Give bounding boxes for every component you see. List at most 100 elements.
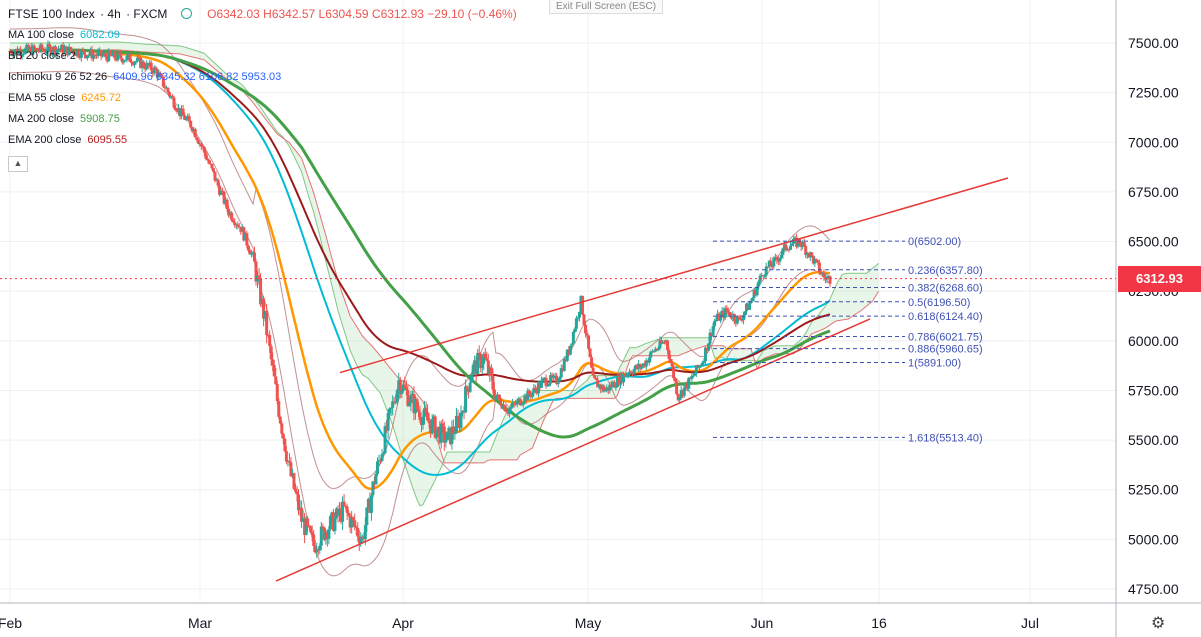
candle-body [565,349,569,361]
candle-body [338,508,342,516]
candle-body [413,399,417,414]
candle-body [585,333,589,336]
candle-body [236,224,240,227]
candle-body [101,55,105,57]
candle-body [394,401,398,403]
legend-indicator-row[interactable]: EMA 55 close 6245.72 [8,88,519,109]
candle-body [535,389,539,394]
candle-body [248,250,252,255]
candle-body [708,332,712,344]
candle-body [811,255,815,264]
candle-body [769,260,773,266]
candle-body [489,367,493,376]
legend-indicator-row[interactable]: MA 100 close 6082.09 [8,25,519,46]
candle-body [681,390,685,396]
candle-body [342,501,346,506]
candle-body [14,48,18,52]
candle-body [546,385,550,387]
candle-body [467,389,471,392]
candle-body [227,208,231,216]
candle-body [129,61,133,64]
candle-body [555,375,559,384]
candle-body [407,403,411,406]
candle-body [19,49,23,56]
candle-body [641,363,645,367]
exit-fullscreen-hint[interactable]: Exit Full Screen (ESC) [549,0,664,14]
legend-indicator-row[interactable]: MA 200 close 5908.75 [8,109,519,130]
candle-body [514,403,518,405]
candle-body [716,313,720,320]
candle-body [309,526,313,533]
indicator-value: 6409.96 6345.32 6106.82 5953.03 [113,71,282,83]
fib-level-label: 1(5891.00) [908,357,961,369]
candle-body [397,380,401,391]
candle-body [735,316,739,324]
candle-body [477,352,481,355]
candle-body [382,453,386,455]
candle-body [512,402,516,404]
candle-body [110,54,114,57]
fib-level-label: 0.786(6021.75) [908,331,983,343]
collapse-legend-button[interactable]: ▲ [8,156,28,172]
candle-body [424,408,428,413]
candle-body [740,319,744,321]
legend-indicator-row[interactable]: BB 20 close 2 [8,46,519,67]
candle-body [790,243,794,246]
legend-indicator-row[interactable]: Ichimoku 9 26 52 26 6409.96 6345.32 6106.… [8,67,519,88]
candle-body [743,311,747,316]
symbol-name[interactable]: FTSE 100 Index [8,7,95,21]
candle-body [192,129,196,132]
candle-body [635,365,639,369]
candle-body [532,387,536,393]
settings-gear-icon[interactable]: ⚙ [1151,615,1166,632]
candle-body [564,358,568,361]
candle-body [505,411,509,413]
candle-body [486,360,490,375]
candle-body [184,117,188,120]
candle-body [22,53,26,55]
candle-body [350,517,354,528]
candle-body [805,252,809,256]
candle-body [193,129,197,138]
candle-body [462,410,466,413]
candle-body [711,326,715,336]
candle-body [451,426,455,434]
fib-level-label: 0.618(6124.40) [908,311,983,323]
interval[interactable]: 4h [107,7,121,21]
fib-level-label: 0.382(6268.60) [908,282,983,294]
last-price-label: 6312.93 [1118,266,1201,292]
candle-body [371,481,375,496]
candle-body [177,107,181,112]
candle-body [808,252,812,258]
candle-body [659,340,663,344]
candle-body [372,481,376,485]
candle-body [35,48,39,51]
candle-body [269,346,273,360]
candle-body [245,233,249,246]
candle-body [676,394,680,401]
candle-body [225,199,229,209]
legend-indicator-row[interactable]: EMA 200 close 6095.55 [8,130,519,151]
candle-body [813,259,817,264]
candle-body [637,364,641,369]
candle-body [682,387,686,396]
candle-body [334,508,338,518]
candle-body [796,239,800,247]
candle-body [120,58,124,63]
candle-body [427,420,431,424]
candle-body [693,373,697,376]
candle-body [64,46,68,49]
candle-body [664,340,668,343]
candle-body [196,140,200,144]
candle-body [588,348,592,358]
candle-body [628,371,632,375]
candle-body [533,387,537,390]
candle-body [789,245,793,250]
candle-body [104,53,108,57]
market-status-icon [180,8,192,19]
candle-body [491,375,495,390]
candle-body [46,44,50,53]
trend-line [339,177,1009,374]
candle-body [543,377,547,379]
